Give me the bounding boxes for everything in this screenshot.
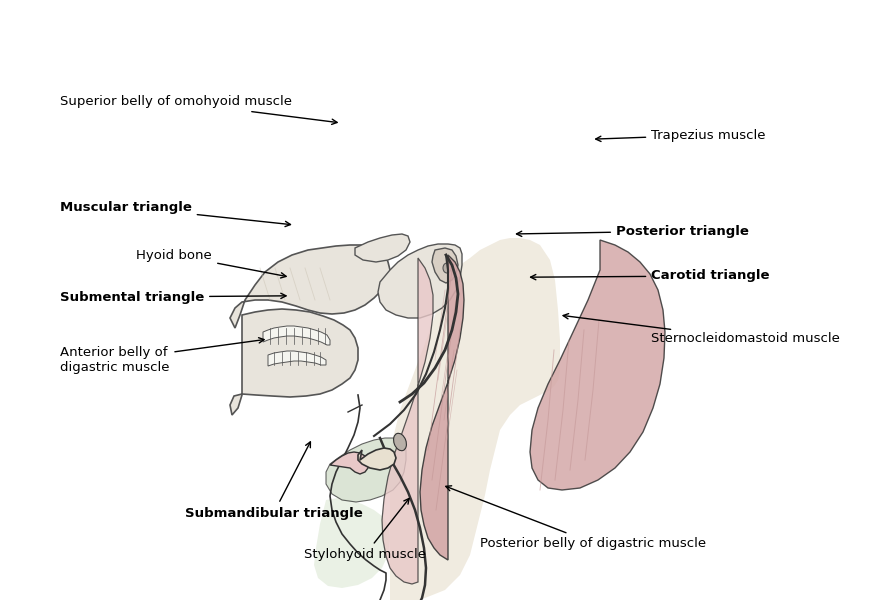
Polygon shape [382, 258, 433, 584]
Text: Submental triangle: Submental triangle [60, 290, 286, 304]
Polygon shape [355, 234, 410, 262]
Polygon shape [530, 240, 665, 490]
Polygon shape [326, 438, 406, 502]
Polygon shape [230, 245, 390, 328]
Polygon shape [314, 498, 390, 588]
Polygon shape [432, 248, 458, 283]
Text: Carotid triangle: Carotid triangle [531, 269, 770, 283]
Text: Anterior belly of
digastric muscle: Anterior belly of digastric muscle [60, 338, 264, 374]
Text: Muscular triangle: Muscular triangle [60, 200, 290, 227]
Text: Stylohyoid muscle: Stylohyoid muscle [304, 499, 426, 561]
Ellipse shape [443, 263, 451, 273]
Polygon shape [378, 244, 462, 318]
Text: Trapezius muscle: Trapezius muscle [596, 128, 766, 142]
Text: Hyoid bone: Hyoid bone [136, 248, 286, 278]
Polygon shape [390, 238, 560, 600]
Polygon shape [230, 309, 358, 415]
Polygon shape [358, 448, 396, 470]
Polygon shape [330, 452, 368, 474]
Text: Sternocleidomastoid muscle: Sternocleidomastoid muscle [563, 314, 840, 346]
Text: Posterior belly of digastric muscle: Posterior belly of digastric muscle [446, 486, 706, 550]
Polygon shape [268, 351, 326, 366]
Ellipse shape [393, 433, 407, 451]
Text: Posterior triangle: Posterior triangle [517, 224, 749, 238]
Text: Submandibular triangle: Submandibular triangle [185, 442, 363, 520]
Polygon shape [420, 255, 464, 560]
Polygon shape [263, 326, 330, 345]
Text: Superior belly of omohyoid muscle: Superior belly of omohyoid muscle [60, 95, 337, 124]
